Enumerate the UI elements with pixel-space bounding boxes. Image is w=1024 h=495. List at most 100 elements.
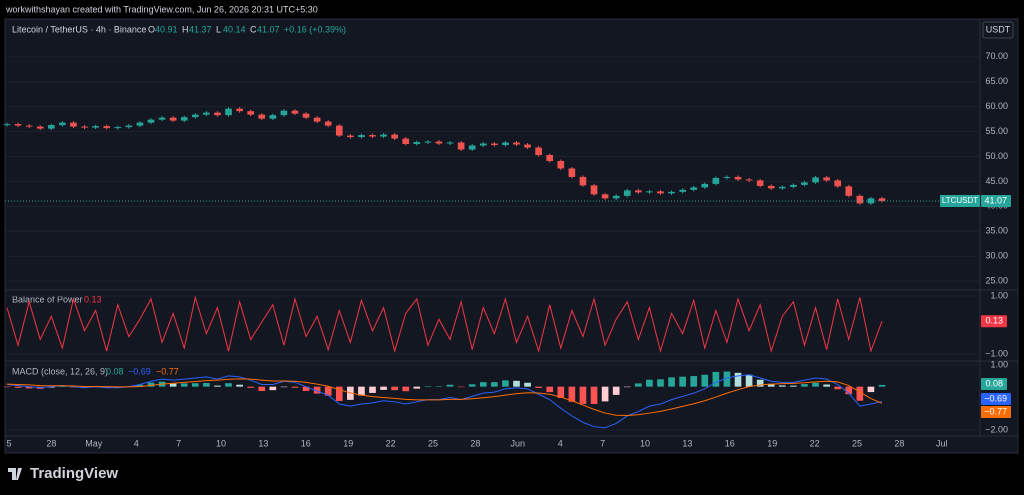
candle-body <box>214 112 221 116</box>
candle-body <box>734 176 742 180</box>
histogram-bar <box>191 383 199 387</box>
histogram-bar <box>524 382 531 387</box>
histogram-bar <box>657 379 664 387</box>
y-tick-label: 65.00 <box>985 76 1008 86</box>
histogram-bar <box>214 385 221 387</box>
candle-body <box>657 191 664 194</box>
histogram-bar <box>358 386 365 396</box>
candle-body <box>169 117 177 121</box>
candle-body <box>191 114 199 118</box>
bop-value: 0.13 <box>84 294 102 304</box>
candle-body <box>834 180 842 187</box>
candle-body <box>457 142 465 150</box>
x-tick-label: 19 <box>343 438 353 448</box>
x-tick-label: 25 <box>428 438 438 448</box>
x-tick-label: 28 <box>894 438 904 448</box>
histogram-bar <box>612 386 620 395</box>
candle-body <box>778 186 786 189</box>
candle-body <box>413 142 421 145</box>
y-tick-label: 50.00 <box>985 151 1008 161</box>
y-tick-label: 70.00 <box>985 51 1008 61</box>
histogram-bar <box>169 383 177 387</box>
y-tick-label: 30.00 <box>985 251 1008 261</box>
candle-body <box>723 176 731 178</box>
histogram-bar <box>579 386 587 404</box>
candle-body <box>646 191 653 193</box>
candle-body <box>335 125 343 136</box>
logo: TradingView <box>30 465 118 482</box>
x-tick-label: 4 <box>558 438 563 448</box>
candle-body <box>424 141 432 143</box>
candle-body <box>225 108 232 116</box>
last-price-bg <box>981 194 1011 207</box>
y-tick-label: 55.00 <box>985 126 1008 136</box>
y-tick-label: 60.00 <box>985 101 1008 111</box>
histogram-bar <box>535 386 542 388</box>
candle-body <box>790 184 797 187</box>
candle-body <box>59 122 66 126</box>
signal-last: −0.77 <box>984 406 1007 416</box>
histogram-bar <box>302 386 310 391</box>
symbol-tag-bg <box>940 194 980 207</box>
candle-body <box>302 113 310 118</box>
histogram-bar <box>468 384 476 387</box>
histogram-bar <box>513 380 520 387</box>
histogram-bar <box>635 383 642 387</box>
histogram-bar <box>646 379 653 387</box>
histogram-bar <box>856 386 864 401</box>
candle-body <box>291 110 299 114</box>
signal-value: −0.77 <box>156 366 179 376</box>
bop-last-bg <box>981 315 1007 328</box>
histogram-bar <box>867 386 875 393</box>
candle-body <box>479 143 487 146</box>
candle-body <box>513 142 520 145</box>
candle-body <box>3 124 11 126</box>
histogram-bar <box>767 383 775 387</box>
histogram-bar <box>845 386 853 395</box>
candle-body <box>446 142 454 144</box>
candle-body <box>70 122 77 127</box>
histogram-bar <box>225 383 232 387</box>
macd-line <box>6 374 883 429</box>
histogram-bar <box>59 386 66 387</box>
histogram-bar <box>823 384 830 387</box>
histogram-bar <box>424 386 432 387</box>
histogram-bar <box>812 382 819 387</box>
candle-body <box>125 125 133 128</box>
histogram-bar <box>457 386 465 388</box>
histogram-bar <box>878 384 886 387</box>
macd-last: −0.69 <box>984 393 1007 403</box>
histogram-bar <box>756 379 764 387</box>
x-tick-label: 13 <box>682 438 692 448</box>
histogram-bar <box>402 386 410 392</box>
x-tick-label: 22 <box>810 438 820 448</box>
candle-body <box>280 110 288 116</box>
histogram-bar <box>247 386 254 388</box>
candle-body <box>491 143 498 146</box>
histogram-bar <box>790 385 797 387</box>
histogram-bar <box>601 386 609 402</box>
macd-last-bg <box>981 393 1011 405</box>
candle-body <box>590 185 598 195</box>
candle-body <box>701 183 709 188</box>
stat-letter: H <box>182 24 189 34</box>
histogram-bar <box>103 386 111 388</box>
last-price: 41.07 <box>984 195 1007 205</box>
candle-body <box>568 168 576 177</box>
candle-body <box>236 108 243 112</box>
currency[interactable]: USDT <box>986 24 1011 34</box>
x-tick-label: 19 <box>767 438 777 448</box>
x-tick-label: 22 <box>386 438 396 448</box>
candle-body <box>380 134 387 137</box>
histogram-bar <box>623 386 631 388</box>
candle-body <box>136 122 144 126</box>
y-tick-label: 25.00 <box>985 275 1008 285</box>
stat-letter: L <box>216 24 221 34</box>
x-tick-label: Jul <box>936 438 948 448</box>
histogram-bar <box>557 386 565 398</box>
currency-box[interactable] <box>982 21 1014 39</box>
x-tick-label: 16 <box>301 438 311 448</box>
histogram-bar <box>479 382 487 387</box>
macd-line <box>6 378 883 416</box>
candle-body <box>324 121 332 126</box>
